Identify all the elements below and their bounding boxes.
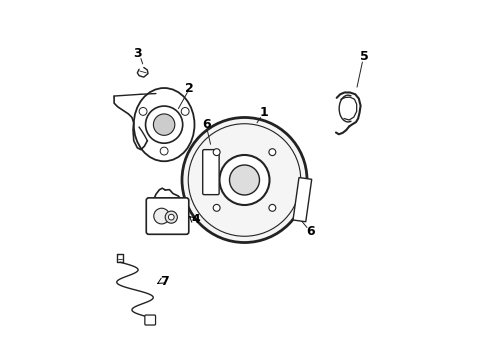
Circle shape: [165, 211, 177, 223]
Circle shape: [153, 114, 175, 135]
Polygon shape: [292, 177, 311, 222]
Circle shape: [145, 106, 183, 143]
FancyBboxPatch shape: [146, 198, 188, 234]
Circle shape: [229, 165, 259, 195]
Circle shape: [213, 149, 220, 156]
FancyBboxPatch shape: [203, 150, 219, 195]
Circle shape: [139, 108, 147, 115]
Text: 7: 7: [160, 275, 168, 288]
Circle shape: [213, 204, 220, 211]
Circle shape: [268, 204, 275, 211]
Text: 3: 3: [133, 47, 142, 60]
Circle shape: [168, 214, 174, 220]
Text: 5: 5: [359, 50, 368, 63]
Text: 1: 1: [259, 105, 268, 119]
Circle shape: [160, 147, 168, 155]
Text: 4: 4: [191, 213, 200, 226]
FancyBboxPatch shape: [144, 315, 155, 325]
Circle shape: [153, 208, 169, 224]
Text: 2: 2: [184, 82, 193, 95]
Circle shape: [181, 108, 189, 115]
Ellipse shape: [134, 88, 194, 161]
Circle shape: [219, 155, 269, 205]
Circle shape: [182, 117, 306, 243]
Circle shape: [268, 149, 275, 156]
Text: 6: 6: [305, 225, 314, 238]
Text: 6: 6: [202, 118, 211, 131]
